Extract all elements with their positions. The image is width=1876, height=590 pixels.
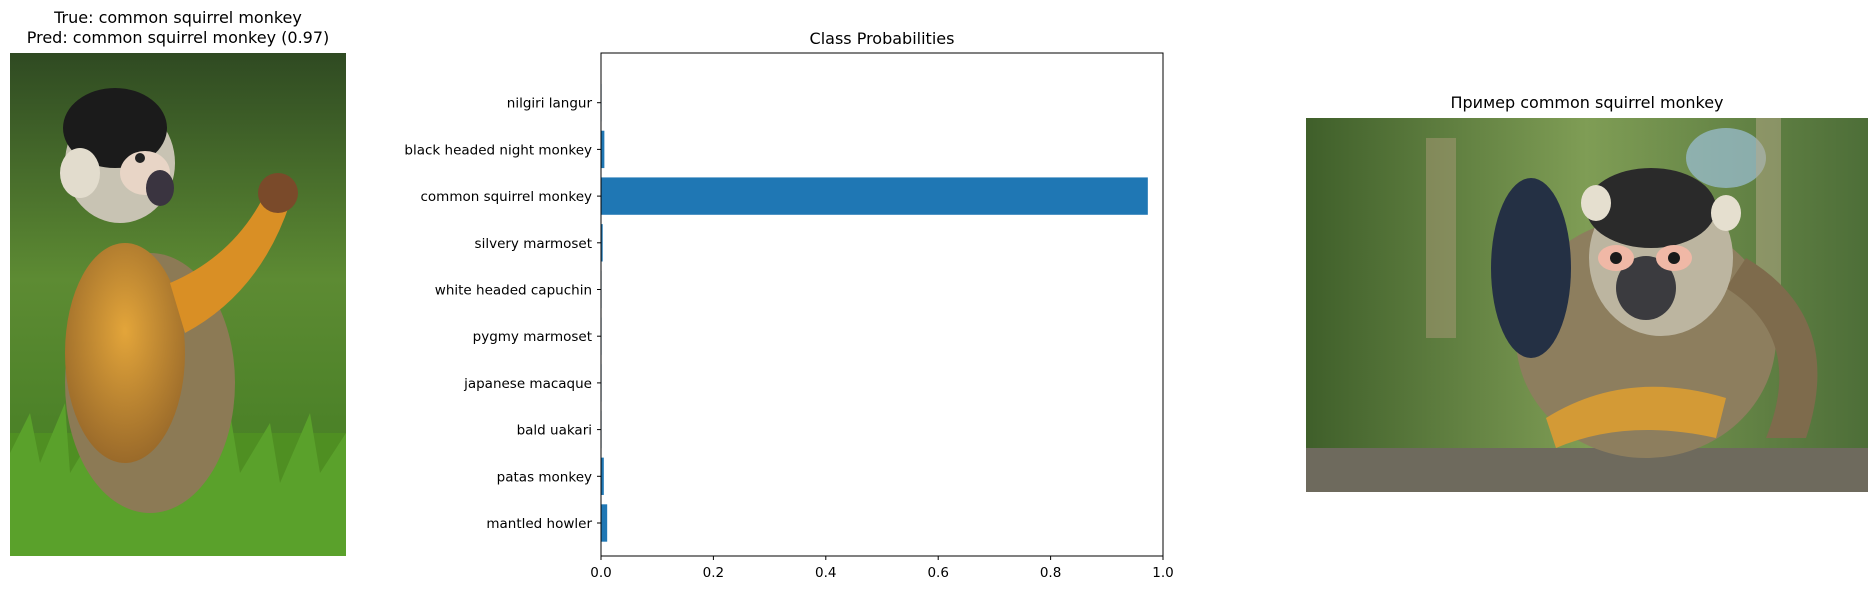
ytick-label: bald uakari	[517, 423, 592, 439]
bar-silvery-marmoset	[601, 224, 603, 262]
ytick-label: pygmy marmoset	[473, 329, 592, 345]
ytick-label: black headed night monkey	[404, 142, 592, 158]
ytick-label: silvery marmoset	[475, 236, 592, 252]
xtick-label: 0.4	[815, 565, 836, 581]
right-panel-title: Пример common squirrel monkey	[1450, 93, 1724, 112]
left-panel-title: True: common squirrel monkey Pred: commo…	[10, 8, 346, 48]
squirrel-monkey-photo-left	[10, 53, 346, 556]
squirrel-monkey-photo-right	[1306, 118, 1868, 492]
pred-label: Pred: common squirrel monkey (0.97)	[26, 28, 330, 47]
xtick-label: 1.0	[1152, 565, 1173, 581]
bar-black-headed-night-monkey	[601, 130, 605, 169]
bar-patas-monkey	[601, 457, 604, 495]
ytick-label: nilgiri langur	[507, 96, 593, 112]
ytick-label: japanese macaque	[463, 376, 592, 392]
bar-common-squirrel-monkey	[601, 177, 1148, 215]
xtick-label: 0.2	[703, 565, 724, 581]
ytick-label: white headed capuchin	[435, 283, 592, 299]
axes-frame	[600, 52, 1164, 557]
chart-title: Class Probabilities	[810, 29, 955, 48]
ytick-label: common squirrel monkey	[420, 189, 592, 205]
bar-mantled-howler	[601, 504, 608, 542]
true-label: True: common squirrel monkey	[54, 8, 302, 27]
ytick-label: patas monkey	[497, 469, 592, 485]
xtick-label: 0.6	[927, 565, 948, 581]
ytick-label: mantled howler	[486, 516, 592, 532]
xtick-label: 0.8	[1040, 565, 1061, 581]
xtick-label: 0.0	[590, 565, 611, 581]
